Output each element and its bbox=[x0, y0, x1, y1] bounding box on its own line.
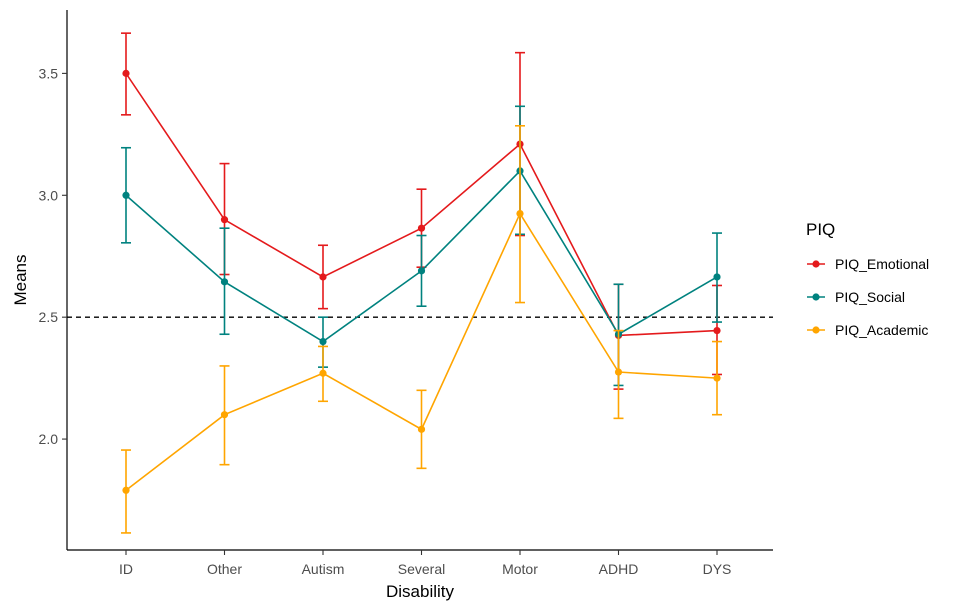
x-tick-label: Other bbox=[207, 561, 242, 577]
series-piq-academic bbox=[121, 125, 722, 534]
x-tick-label: DYS bbox=[703, 561, 732, 577]
legend-item-piq-academic-label: PIQ_Academic bbox=[835, 322, 928, 338]
x-tick-label: ADHD bbox=[599, 561, 639, 577]
series-piq-academic-point bbox=[220, 411, 229, 419]
series-piq-emotional-point bbox=[319, 273, 327, 281]
x-tick-label: Motor bbox=[502, 561, 538, 577]
series-piq-academic-point bbox=[614, 368, 623, 376]
y-tick-label: 2.0 bbox=[39, 431, 59, 447]
series-piq-emotional-point bbox=[122, 69, 130, 77]
series-piq-academic-point bbox=[122, 486, 130, 494]
series-piq-social bbox=[121, 105, 722, 387]
legend-item-piq-academic-marker bbox=[812, 326, 820, 334]
series-piq-academic-point bbox=[713, 374, 721, 382]
legend: PIQ PIQ_Emotional PIQ_Social PIQ_Academic bbox=[806, 220, 929, 338]
x-tick-label: ID bbox=[119, 561, 133, 577]
legend-item-piq-emotional-marker bbox=[812, 260, 820, 268]
legend-item-piq-social-marker bbox=[812, 293, 820, 301]
legend-item-piq-emotional: PIQ_Emotional bbox=[807, 256, 929, 272]
legend-item-piq-social: PIQ_Social bbox=[807, 289, 905, 305]
series-piq-social-point bbox=[713, 273, 721, 281]
legend-item-piq-emotional-label: PIQ_Emotional bbox=[835, 256, 929, 272]
series-piq-social-point bbox=[122, 191, 130, 199]
y-tick-label: 3.5 bbox=[39, 65, 59, 81]
series-piq-academic-point bbox=[319, 369, 327, 377]
series-piq-academic-point bbox=[417, 425, 426, 433]
series-piq-social-point bbox=[220, 278, 229, 286]
y-tick-label: 3.0 bbox=[39, 187, 59, 203]
series-piq-emotional-point bbox=[713, 326, 721, 335]
series-piq-emotional bbox=[121, 32, 722, 390]
y-tick-label: 2.5 bbox=[39, 309, 59, 325]
axes: 2.0 2.5 3.0 3.5 ID Other Autism Several Motor ADH… bbox=[39, 10, 773, 577]
series-piq-academic-point bbox=[516, 209, 524, 218]
plot-area bbox=[67, 32, 773, 534]
x-tick-label: Autism bbox=[302, 561, 345, 577]
series-piq-social-point bbox=[319, 337, 327, 346]
legend-item-piq-academic: PIQ_Academic bbox=[807, 322, 928, 338]
legend-item-piq-social-label: PIQ_Social bbox=[835, 289, 905, 305]
y-axis-title: Means bbox=[11, 254, 30, 305]
series-piq-emotional-point bbox=[417, 224, 426, 232]
x-axis-title: Disability bbox=[386, 582, 455, 601]
legend-title: PIQ bbox=[806, 220, 835, 239]
series-piq-emotional-point bbox=[220, 216, 229, 224]
x-tick-label: Several bbox=[398, 561, 445, 577]
series-piq-social-point bbox=[417, 267, 426, 275]
